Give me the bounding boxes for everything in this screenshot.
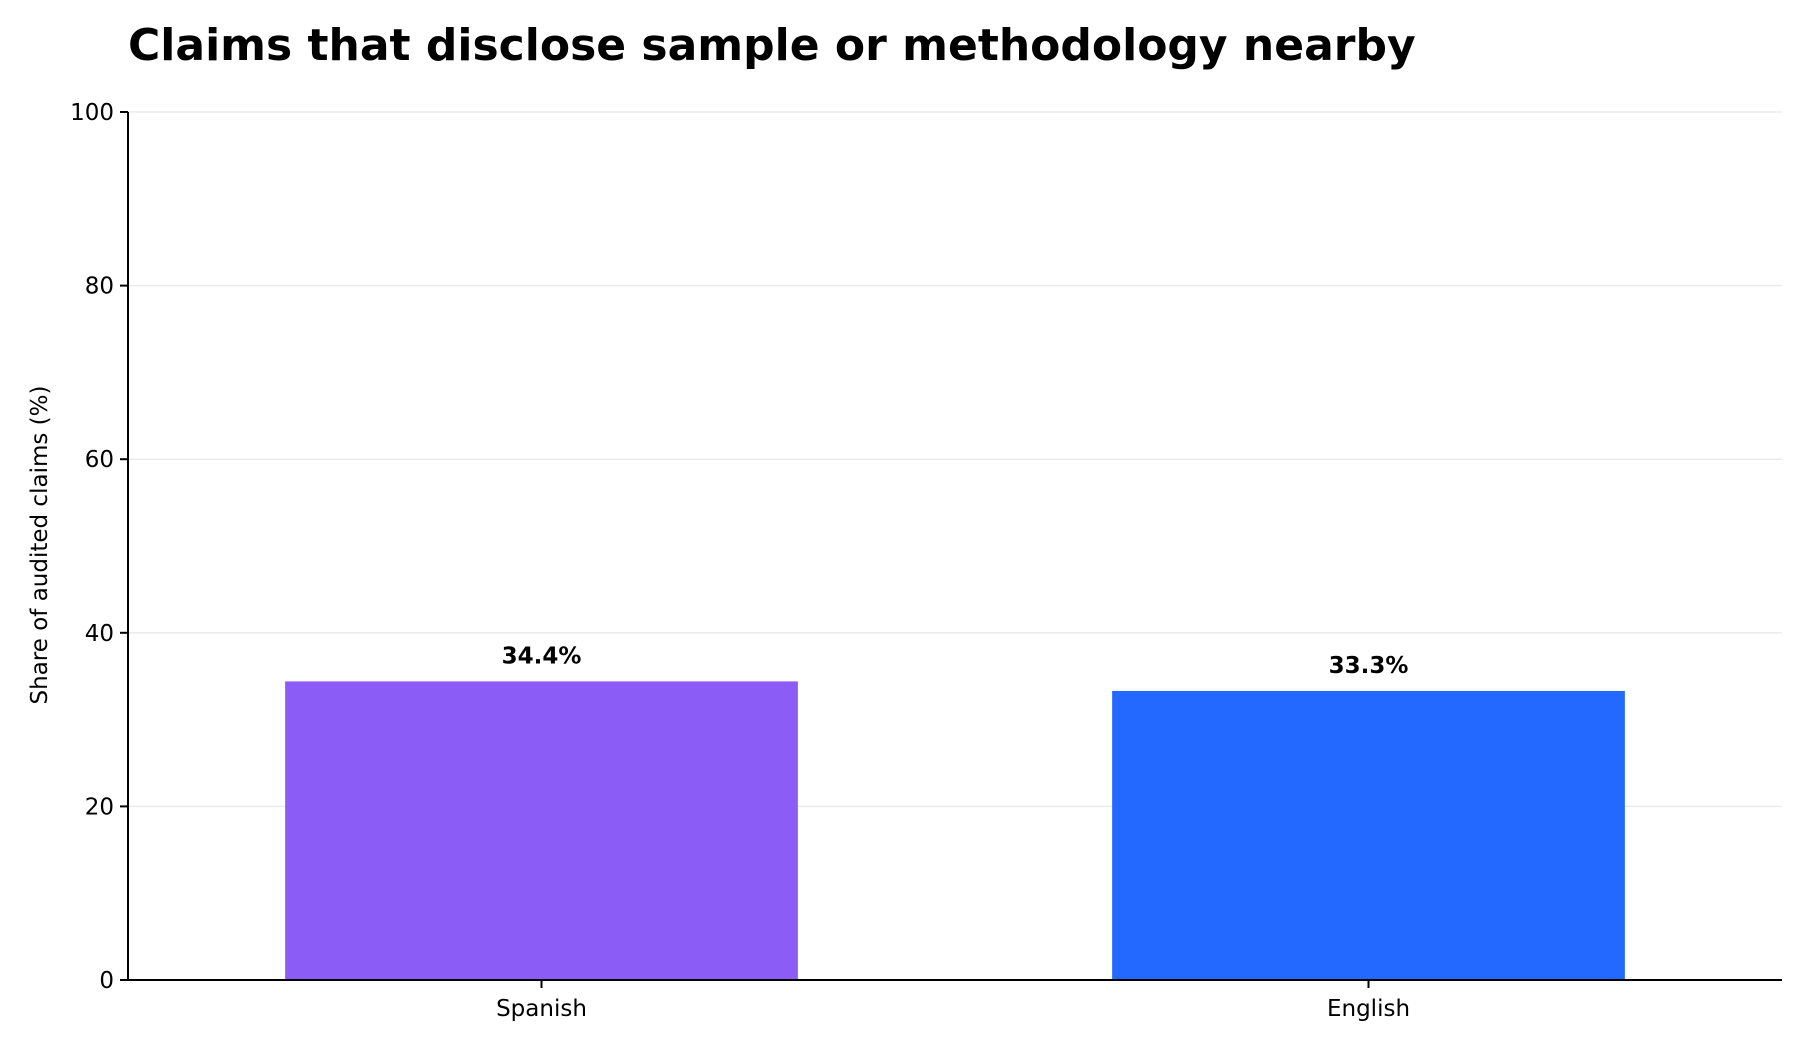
- data-labels: 34.4% 33.3%: [502, 643, 1409, 679]
- y-tick-label-80: 80: [85, 274, 114, 300]
- y-tick-label-60: 60: [85, 447, 114, 473]
- data-label-english: 33.3%: [1329, 653, 1409, 679]
- y-tick-label-0: 0: [99, 968, 114, 994]
- x-tick-label-english: English: [1327, 996, 1410, 1022]
- bar-spanish: [285, 681, 798, 980]
- data-label-spanish: 34.4%: [502, 643, 582, 669]
- x-tick-label-spanish: Spanish: [496, 996, 587, 1022]
- axes: [127, 112, 1782, 981]
- y-tick-label-100: 100: [70, 100, 114, 126]
- y-axis-label: Share of audited claims (%): [27, 386, 53, 705]
- y-axis-ticks: 0 20 40 60 80 100: [70, 100, 128, 994]
- y-tick-label-20: 20: [85, 794, 114, 820]
- x-axis-ticks: Spanish English: [496, 980, 1410, 1022]
- y-tick-label-40: 40: [85, 621, 114, 647]
- bar-english: [1112, 690, 1625, 980]
- bars: [285, 681, 1625, 980]
- chart-title: Claims that disclose sample or methodolo…: [128, 20, 1416, 71]
